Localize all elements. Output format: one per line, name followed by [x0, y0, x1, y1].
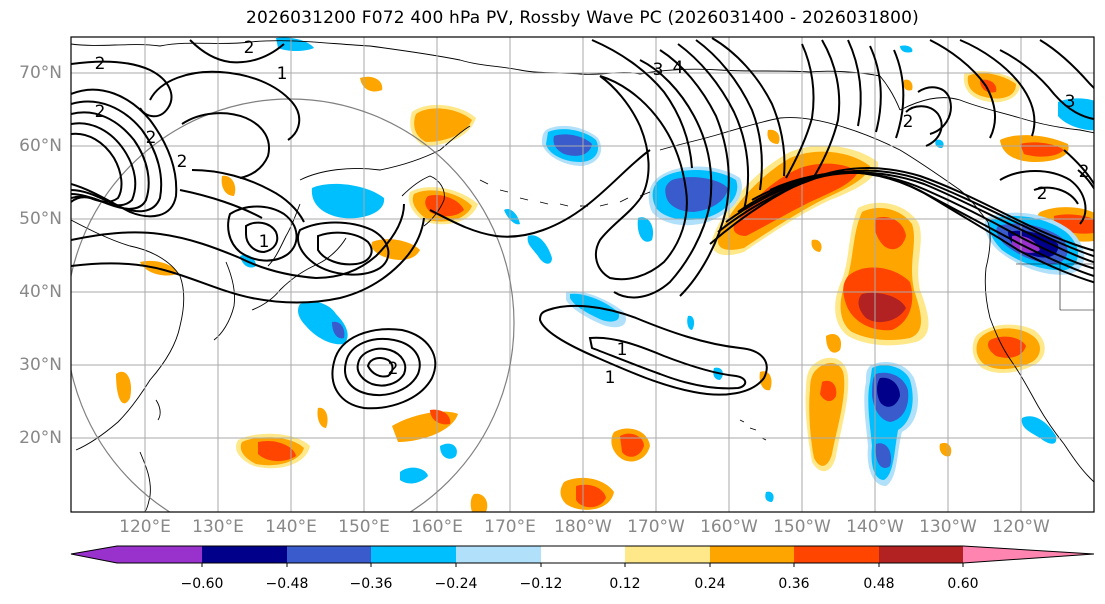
contour-labels: 2 2 2 1 2 2 3 4 1 2 1 1 2 2 3 2 — [95, 38, 1090, 388]
map-frame — [70, 36, 1095, 513]
lon-label: 160°W — [700, 517, 758, 537]
colorbar-segment — [710, 546, 795, 563]
colorbar-tick-label: −0.48 — [266, 576, 309, 592]
contour-label: 1 — [605, 368, 616, 388]
graticule — [71, 37, 1094, 512]
colorbar-segment — [541, 546, 626, 563]
lat-label: 70°N — [19, 63, 62, 83]
lon-label: 130°W — [919, 517, 977, 537]
contour-label: 2 — [903, 112, 914, 132]
colorbar-segment — [625, 546, 710, 563]
colorbar-segment — [287, 546, 372, 563]
contour-label: 2 — [1037, 184, 1048, 204]
longitude-labels: 120°E 130°E 140°E 150°E 160°E 170°E 180°… — [119, 517, 1050, 537]
lat-label: 40°N — [19, 282, 62, 302]
lon-label: 150°W — [773, 517, 831, 537]
colorbar-segment — [794, 546, 879, 563]
lon-label: 130°E — [192, 517, 244, 537]
contour-label: 1 — [617, 340, 628, 360]
colorbar-tick-label: −0.12 — [520, 576, 563, 592]
colorbar-tick-label: 0.60 — [947, 576, 978, 592]
coastlines — [71, 40, 1094, 512]
lon-label: 140°E — [265, 517, 317, 537]
contour-label: 2 — [146, 128, 157, 148]
colorbar-segment — [202, 546, 287, 563]
contour-label: 2 — [95, 54, 106, 74]
colorbar-tick-label: −0.60 — [181, 576, 224, 592]
colorbar-extend-high — [963, 546, 1094, 563]
colorbar-tick-label: −0.36 — [350, 576, 393, 592]
contour-label: 3 — [1065, 92, 1076, 112]
lat-label: 30°N — [19, 355, 62, 375]
map-title: 2026031200 F072 400 hPa PV, Rossby Wave … — [246, 8, 919, 28]
lon-label: 170°W — [627, 517, 685, 537]
lat-label: 50°N — [19, 209, 62, 229]
contour-label: 2 — [95, 102, 106, 122]
lon-label: 180°W — [554, 517, 612, 537]
colorbar-segment — [879, 546, 964, 563]
latitude-labels: 70°N 60°N 50°N 40°N 30°N 20°N — [19, 63, 62, 448]
contour-label: 2 — [388, 359, 399, 379]
lat-label: 60°N — [19, 136, 62, 156]
lon-label: 140°W — [846, 517, 904, 537]
lon-label: 170°E — [484, 517, 536, 537]
contour-label: 2 — [1079, 162, 1090, 182]
contour-label: 3 — [653, 60, 664, 80]
colorbar-tick-label: 0.48 — [863, 576, 894, 592]
pv-contours — [71, 37, 1094, 410]
lon-label: 150°E — [338, 517, 390, 537]
colorbar-segment — [371, 546, 456, 563]
contour-label: 2 — [244, 38, 255, 58]
contour-label: 1 — [259, 232, 270, 252]
colorbar: −0.60 −0.48 −0.36 −0.24 −0.12 0.12 0.24 … — [70, 545, 1095, 592]
lat-label: 20°N — [19, 428, 62, 448]
lon-label: 160°E — [411, 517, 463, 537]
lon-label: 120°E — [119, 517, 171, 537]
colorbar-outline — [70, 545, 1095, 564]
colorbar-segment — [117, 546, 202, 563]
colorbar-tick-label: −0.24 — [435, 576, 478, 592]
colorbar-extend-low — [71, 546, 117, 563]
contour-label: 2 — [177, 152, 188, 172]
contour-label: 1 — [277, 64, 288, 84]
colorbar-tick-label: 0.24 — [694, 576, 725, 592]
colorbar-tick-label: 0.36 — [778, 576, 809, 592]
colorbar-segment — [456, 546, 541, 563]
contour-label: 4 — [673, 58, 684, 78]
colorbar-ticks — [201, 563, 964, 567]
colorbar-tick-label: 0.12 — [609, 576, 640, 592]
lon-label: 120°W — [992, 517, 1050, 537]
